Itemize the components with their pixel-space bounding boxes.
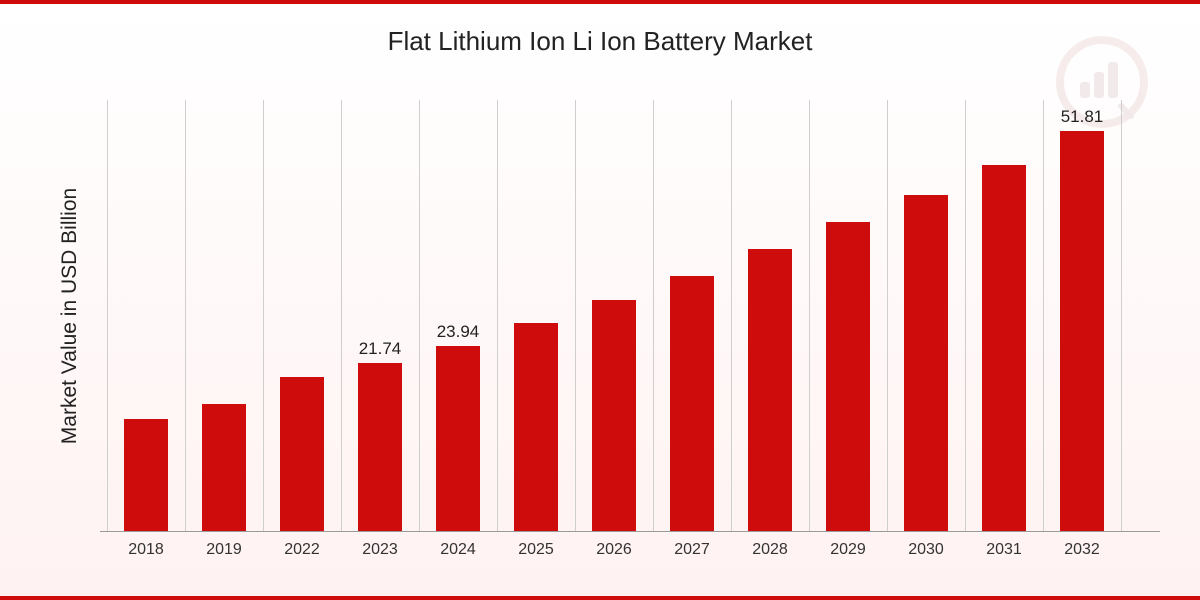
grid-line [887,100,888,531]
grid-line [419,100,420,531]
grid-line [653,100,654,531]
bar-value-label: 51.81 [1060,107,1104,127]
grid-line [809,100,810,531]
bar [280,377,324,531]
bar-value-label: 23.94 [436,322,480,342]
bar [982,165,1026,531]
bar [124,419,168,531]
grid-line [185,100,186,531]
bar [670,276,714,531]
x-axis-tick-label: 2027 [653,541,731,559]
bar [748,249,792,531]
x-axis-tick-label: 2025 [497,541,575,559]
bar [202,404,246,531]
x-axis-tick-label: 2029 [809,541,887,559]
y-axis-label: Market Value in USD Billion [58,166,82,466]
grid-line [965,100,966,531]
x-axis-tick-label: 2030 [887,541,965,559]
x-axis-tick-label: 2019 [185,541,263,559]
grid-line [1043,100,1044,531]
x-axis-tick-label: 2018 [107,541,185,559]
x-axis-tick-label: 2028 [731,541,809,559]
x-axis-tick-label: 2031 [965,541,1043,559]
chart-title: Flat Lithium Ion Li Ion Battery Market [0,26,1200,57]
bar: 51.81 [1060,131,1104,531]
x-axis-tick-label: 2032 [1043,541,1121,559]
grid-line [731,100,732,531]
x-axis-tick-label: 2026 [575,541,653,559]
grid-line [107,100,108,531]
x-axis-tick-label: 2024 [419,541,497,559]
bar [904,195,948,531]
bar: 21.74 [358,363,402,531]
x-axis-tick-label: 2022 [263,541,341,559]
chart-container: Flat Lithium Ion Li Ion Battery Market M… [0,0,1200,600]
grid-line [341,100,342,531]
bar: 23.94 [436,346,480,531]
bar [592,300,636,531]
grid-line [1121,100,1122,531]
grid-line [575,100,576,531]
bar [826,222,870,531]
x-axis-tick-label: 2023 [341,541,419,559]
bar-value-label: 21.74 [358,339,402,359]
grid-line [497,100,498,531]
bar [514,323,558,531]
plot-area: 20182019202221.74202323.9420242025202620… [100,100,1160,532]
grid-line [263,100,264,531]
